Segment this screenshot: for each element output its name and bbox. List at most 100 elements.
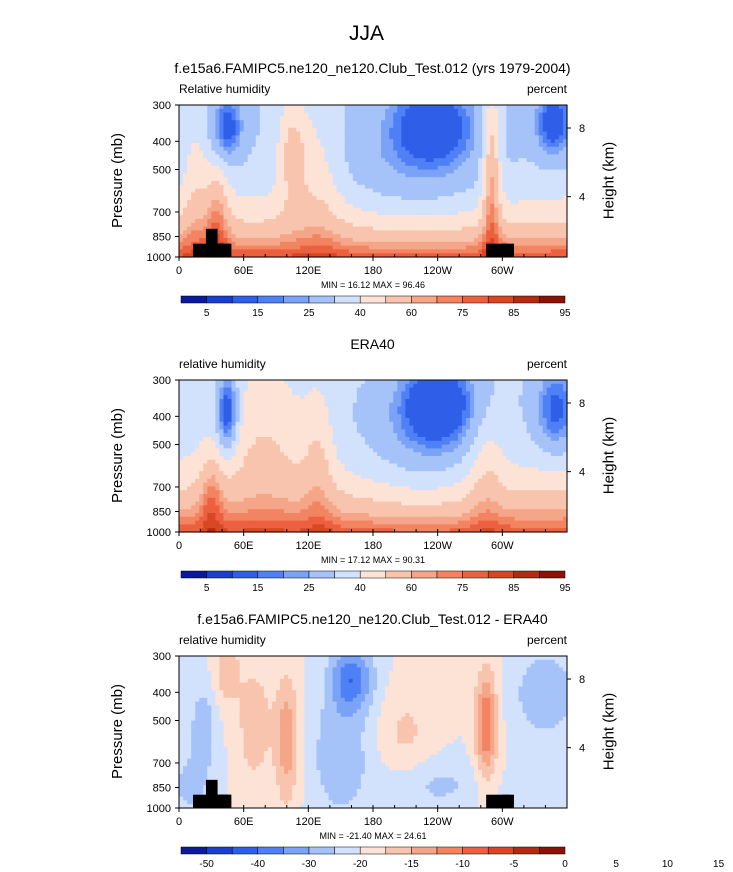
- heatmap-cell: [360, 173, 366, 178]
- heatmap-cell: [490, 238, 495, 243]
- heatmap-cell: [534, 245, 540, 250]
- heatmap-cell: [502, 108, 507, 114]
- heatmap-cell: [368, 207, 374, 212]
- heatmap-cell: [490, 173, 495, 178]
- heatmap-cell: [364, 162, 370, 167]
- heatmap-cell: [393, 165, 398, 171]
- heatmap-cell: [239, 253, 245, 258]
- heatmap-cell: [263, 380, 269, 385]
- heatmap-cell: [405, 241, 410, 247]
- heatmap-cell: [324, 120, 330, 125]
- heatmap-cell: [243, 105, 249, 110]
- heatmap-cell: [381, 131, 386, 136]
- heatmap-cell: [348, 135, 354, 140]
- heatmap-cell: [340, 177, 346, 182]
- heatmap-cell: [227, 124, 233, 129]
- heatmap-cell: [389, 120, 394, 125]
- heatmap-cell: [271, 238, 277, 243]
- heatmap-cell: [405, 249, 410, 254]
- heatmap-cell: [405, 402, 410, 408]
- heatmap-cell: [207, 391, 212, 396]
- heatmap-cell: [401, 230, 406, 235]
- heatmap-cell: [554, 139, 560, 144]
- heatmap-cell: [522, 124, 528, 129]
- y-right-tick-label: 8: [579, 123, 585, 135]
- heatmap-cell: [364, 131, 370, 136]
- heatmap-cell: [267, 395, 273, 400]
- heatmap-cell: [227, 169, 233, 174]
- heatmap-cell: [320, 131, 326, 136]
- heatmap-cell: [401, 131, 406, 136]
- heatmap-cell: [215, 135, 221, 140]
- heatmap-cell: [494, 391, 499, 396]
- heatmap-cell: [324, 181, 330, 186]
- heatmap-cell: [280, 158, 285, 163]
- heatmap-cell: [389, 150, 394, 155]
- heatmap-cell: [296, 188, 301, 193]
- heatmap-cell: [340, 116, 346, 121]
- heatmap-cell: [356, 226, 362, 231]
- heatmap-cell: [211, 196, 216, 201]
- heatmap-cell: [304, 158, 309, 163]
- heatmap-cell: [401, 124, 406, 129]
- heatmap-cell: [373, 146, 378, 152]
- heatmap-cell: [433, 414, 439, 419]
- heatmap-cell: [498, 410, 503, 415]
- heatmap-cell: [389, 146, 394, 152]
- heatmap-cell: [534, 131, 540, 136]
- heatmap-cell: [550, 154, 556, 159]
- heatmap-cell: [207, 402, 212, 408]
- heatmap-cell: [530, 222, 536, 228]
- heatmap-cell: [239, 414, 245, 419]
- heatmap-cell: [457, 207, 463, 212]
- heatmap-cell: [373, 108, 378, 114]
- heatmap-cell: [219, 391, 225, 396]
- heatmap-cell: [284, 196, 289, 201]
- heatmap-cell: [518, 177, 524, 182]
- heatmap-cell: [300, 418, 305, 423]
- heatmap-cell: [385, 200, 390, 205]
- heatmap-cell: [546, 211, 552, 216]
- heatmap-cell: [457, 177, 463, 182]
- heatmap-cell: [251, 399, 257, 404]
- heatmap-cell: [199, 219, 204, 224]
- heatmap-cell: [461, 196, 467, 201]
- heatmap-cell: [300, 380, 305, 385]
- heatmap-cell: [332, 150, 338, 155]
- heatmap-cell: [397, 181, 402, 186]
- heatmap-cell: [470, 177, 475, 182]
- heatmap-cell: [308, 406, 313, 411]
- heatmap-cell: [425, 173, 431, 178]
- heatmap-cell: [263, 154, 269, 159]
- heatmap-cell: [231, 238, 237, 243]
- heatmap-cell: [280, 421, 285, 427]
- heatmap-cell: [251, 184, 257, 190]
- heatmap-cell: [348, 406, 354, 411]
- heatmap-cell: [348, 245, 354, 250]
- heatmap-cell: [433, 387, 439, 392]
- heatmap-cell: [381, 418, 386, 423]
- heatmap-cell: [191, 219, 196, 224]
- heatmap-cell: [308, 387, 313, 392]
- heatmap-cell: [461, 219, 467, 224]
- heatmap-cell: [486, 207, 491, 212]
- heatmap-cell: [292, 165, 297, 171]
- heatmap-cell: [453, 184, 459, 190]
- heatmap-cell: [199, 222, 204, 228]
- heatmap-cell: [437, 219, 443, 224]
- heatmap-cell: [235, 139, 241, 144]
- heatmap-cell: [360, 181, 366, 186]
- heatmap-cell: [227, 226, 233, 231]
- heatmap-cell: [421, 200, 427, 205]
- heatmap-cell: [288, 380, 293, 385]
- heatmap-cell: [223, 177, 229, 182]
- heatmap-cell: [397, 222, 402, 228]
- heatmap-cell: [437, 203, 443, 209]
- heatmap-cell: [478, 230, 483, 235]
- heatmap-cell: [389, 203, 394, 209]
- heatmap-cell: [409, 241, 415, 247]
- heatmap-cell: [219, 414, 225, 419]
- heatmap-cell: [191, 188, 196, 193]
- heatmap-cell: [385, 245, 390, 250]
- heatmap-cell: [340, 395, 346, 400]
